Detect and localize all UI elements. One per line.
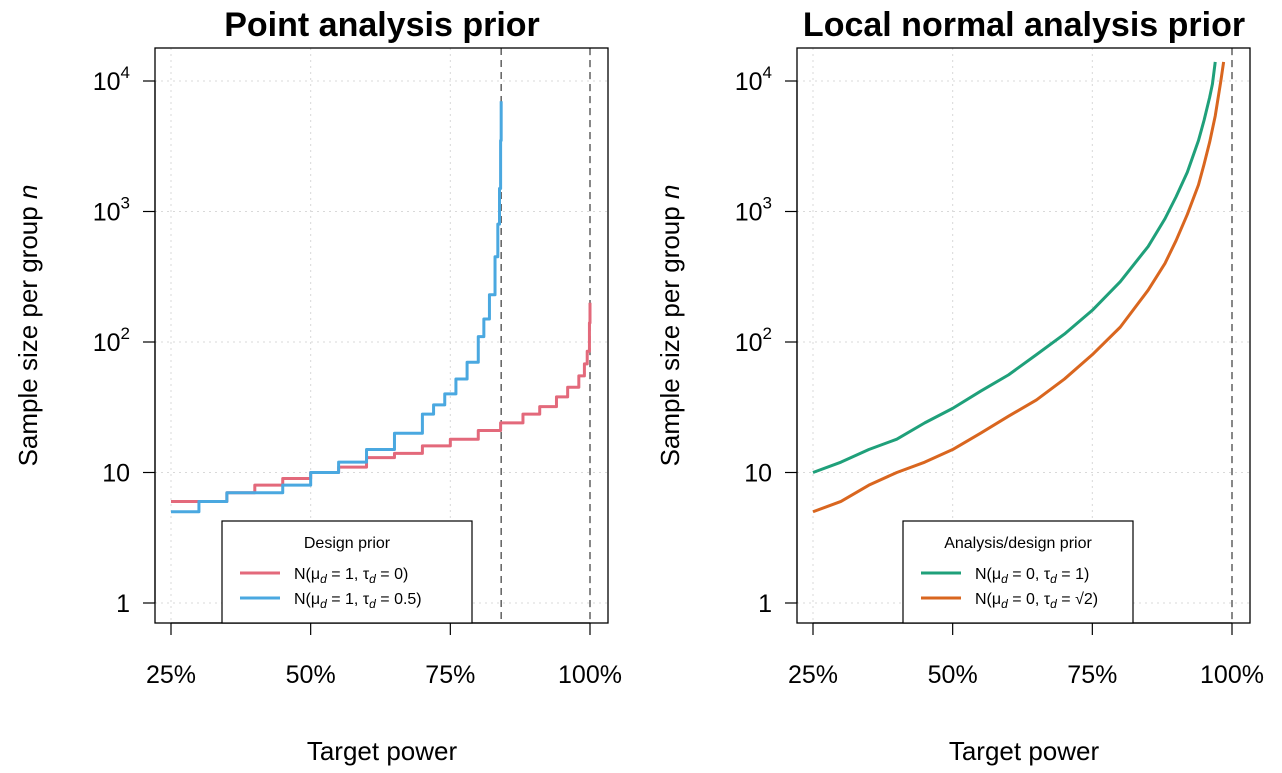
y-tick-label: 103 xyxy=(93,194,130,227)
chart-title: Point analysis prior xyxy=(224,6,540,44)
y-axis-label: Sample size per group n xyxy=(655,185,685,467)
x-tick-label: 75% xyxy=(425,661,475,689)
panel-2: 25% 50% 75% 100% 1 10 102 103 104 Local normal an… xyxy=(655,6,1264,766)
x-tick-label: 50% xyxy=(928,661,978,689)
legend: Analysis/design prior N(μd = 0, τd = 1) N(… xyxy=(902,520,1134,624)
panel-1: 25% 50% 75% 100% 1 10 102 103 104 Point analysis … xyxy=(13,6,622,766)
y-tick-label: 104 xyxy=(93,63,130,96)
legend-label: N(μd = 0, τd = 1) xyxy=(975,566,1089,586)
x-axis-label: Target power xyxy=(949,736,1100,766)
series-line-1 xyxy=(812,61,1217,474)
y-tick-label: 104 xyxy=(735,63,772,96)
legend-title: Design prior xyxy=(304,535,391,552)
x-tick-label: 25% xyxy=(788,661,838,689)
y-tick-label: 1 xyxy=(758,590,772,618)
y-axis-label: Sample size per group n xyxy=(13,185,43,467)
legend: Design prior N(μd = 1, τd = 0) N(μd = 1, τ… xyxy=(221,520,473,624)
x-tick-label: 100% xyxy=(1200,661,1264,689)
x-tick-label: 100% xyxy=(558,661,622,689)
legend-label: N(μd = 0, τd = √2) xyxy=(975,591,1098,611)
legend-title: Analysis/design prior xyxy=(944,535,1092,552)
x-tick-label: 50% xyxy=(286,661,336,689)
y-tick-label: 10 xyxy=(744,460,772,488)
x-tick-label: 25% xyxy=(146,661,196,689)
legend-label: N(μd = 1, τd = 0) xyxy=(294,566,408,586)
y-tick-label: 102 xyxy=(735,324,772,357)
series-line-1 xyxy=(171,302,592,503)
series-line-2 xyxy=(812,61,1226,514)
series-line-2 xyxy=(171,101,503,514)
chart-title: Local normal analysis prior xyxy=(803,6,1245,44)
x-tick-label: 75% xyxy=(1067,661,1117,689)
legend-label: N(μd = 1, τd = 0.5) xyxy=(294,591,422,611)
y-tick-label: 10 xyxy=(102,460,130,488)
y-tick-label: 102 xyxy=(93,324,130,357)
y-tick-label: 103 xyxy=(735,194,772,227)
x-axis-label: Target power xyxy=(307,736,458,766)
y-tick-label: 1 xyxy=(116,590,130,618)
